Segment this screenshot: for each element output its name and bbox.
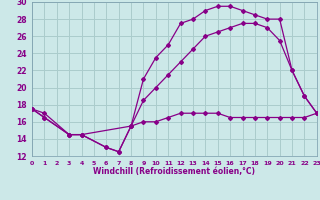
X-axis label: Windchill (Refroidissement éolien,°C): Windchill (Refroidissement éolien,°C) bbox=[93, 167, 255, 176]
